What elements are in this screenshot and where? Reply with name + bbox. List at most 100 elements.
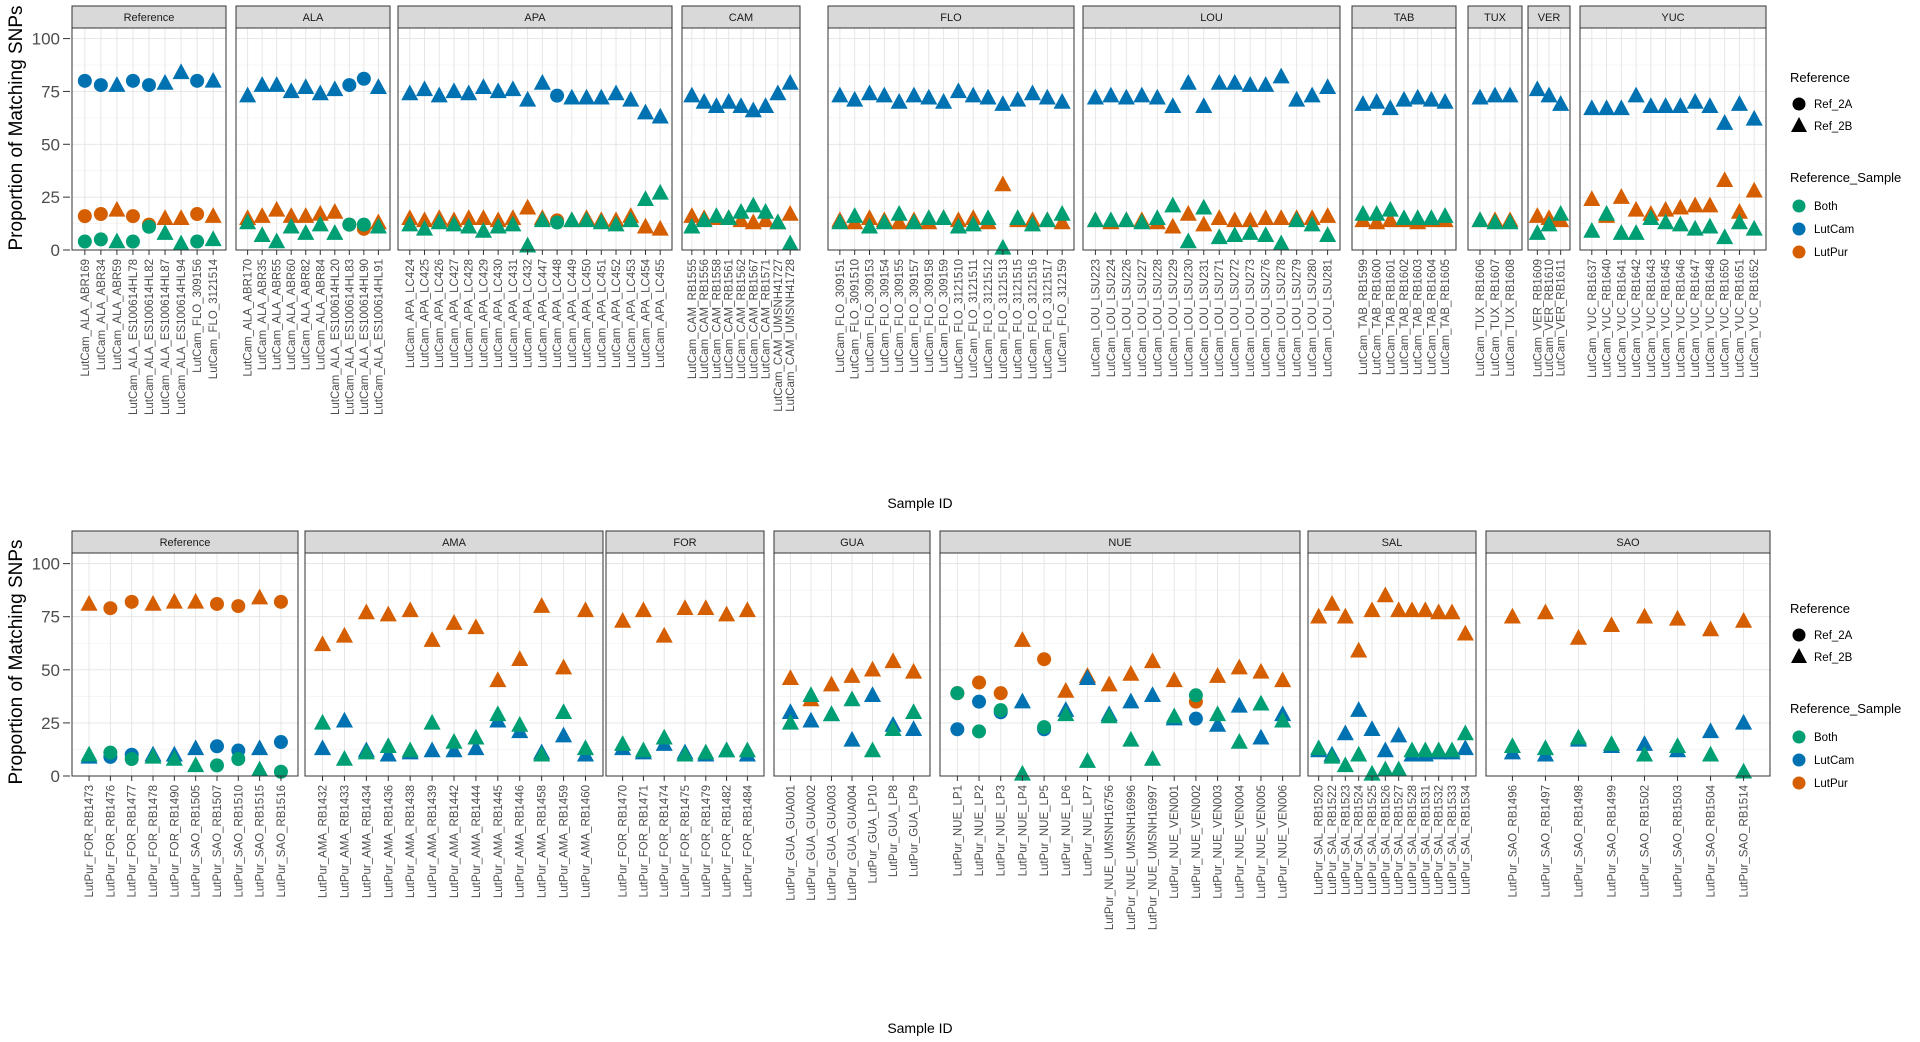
point-both: [519, 236, 537, 253]
point-lutpur: [103, 601, 118, 616]
point-both: [1635, 745, 1654, 762]
x-tick-label: LutPur_AMA_RB1459: [559, 785, 571, 898]
point-lutcam: [636, 103, 655, 120]
point-lutcam: [1122, 692, 1140, 709]
point-both: [1133, 213, 1151, 230]
point-both: [1395, 209, 1413, 226]
point-lutpur: [1416, 601, 1434, 618]
point-lutpur: [1735, 611, 1753, 628]
point-both: [655, 728, 673, 745]
point-lutpur: [1100, 675, 1118, 692]
x-tick-label: LutPur_NUE_VEN005: [1256, 785, 1268, 899]
x-tick-label: LutCam_YUC_RB1647: [1690, 259, 1702, 378]
point-both: [1037, 720, 1052, 735]
point-lutpur: [1569, 628, 1588, 645]
point-lutpur: [1257, 209, 1275, 226]
point-lutcam: [273, 735, 288, 750]
y-tick-label: 25: [41, 714, 60, 733]
x-tick-label: LutCam_APA_LC427: [449, 259, 461, 368]
point-both: [1288, 211, 1306, 228]
point-lutcam: [607, 84, 625, 101]
point-lutpur: [124, 594, 139, 609]
point-lutcam: [1209, 716, 1227, 732]
facet-nue: NUE LutPur_NUE_LP1 LutPur_NUE_LP2 LutPur_NU…: [939, 530, 1301, 930]
point-lutcam: [744, 101, 762, 118]
point-both: [846, 207, 864, 223]
facet-strip-label: APA: [524, 12, 546, 24]
x-tick-label: LutPur_SAL_RB1532: [1434, 785, 1446, 895]
point-both: [1188, 688, 1203, 703]
point-lutcam: [905, 720, 923, 737]
point-lutcam: [831, 86, 849, 103]
point-both: [1409, 209, 1427, 226]
point-both: [415, 219, 434, 236]
point-lutcam: [1078, 669, 1097, 686]
point-both: [172, 234, 190, 251]
x-tick-label: LutCam_VER_RB1610: [1544, 259, 1556, 377]
x-tick-label: LutCam_VER_RB1609: [1532, 259, 1544, 377]
point-lutpur: [634, 601, 652, 618]
x-tick-label: LutPur_AMA_RB1433: [339, 785, 351, 898]
x-tick-label: LutCam_YUC_RB1643: [1646, 259, 1658, 378]
point-lutpur: [423, 631, 441, 647]
point-lutpur: [757, 211, 775, 228]
facet-strip-label: FOR: [673, 537, 696, 549]
point-lutcam: [474, 78, 492, 94]
point-both: [1430, 741, 1448, 758]
point-lutpur: [282, 207, 300, 223]
point-lutcam: [142, 78, 156, 93]
x-tick-label: LutCam_LOU_LSU228: [1152, 259, 1164, 377]
legend-color-label: Both: [1814, 201, 1838, 213]
point-both: [1422, 209, 1440, 226]
point-both: [1536, 739, 1554, 756]
x-tick-label: LutPur_NUE_LP3: [996, 785, 1008, 876]
point-lutpur: [860, 209, 879, 226]
point-lutpur: [697, 599, 715, 615]
x-tick-label: LutCam_ALA_ES100614HL87: [160, 259, 172, 415]
point-lutcam: [519, 90, 537, 107]
point-lutcam: [979, 88, 997, 105]
legend-color-key: [1792, 245, 1806, 259]
point-lutpur: [1272, 209, 1290, 226]
x-tick-label: LutPur_SAL_RB1531: [1420, 785, 1432, 895]
point-lutcam: [282, 82, 300, 99]
x-tick-label: LutCam_APA_LC451: [596, 259, 608, 368]
x-tick-label: LutCam_LOU_LSU280: [1307, 259, 1319, 377]
point-both: [676, 745, 694, 762]
x-tick-label: LutCam_CAM_RB1571: [761, 259, 773, 379]
facet-ver: VER LutCam_VER_RB1609 LutCam_VER_RB1610 Lut…: [1527, 5, 1571, 377]
point-both: [863, 741, 882, 758]
point-lutcam: [651, 107, 669, 124]
point-lutpur: [156, 209, 174, 226]
point-lutpur: [732, 211, 750, 228]
point-lutpur: [655, 626, 673, 643]
point-both: [695, 211, 713, 228]
point-lutpur: [863, 660, 882, 677]
point-both: [460, 217, 478, 234]
point-lutcam: [489, 82, 507, 99]
point-lutpur: [718, 605, 736, 622]
x-tick-label: LutPur_NUE_LP6: [1061, 785, 1073, 876]
point-lutpur: [1310, 607, 1328, 624]
point-both: [1230, 733, 1248, 749]
point-lutcam: [1376, 741, 1394, 758]
point-both: [576, 739, 595, 756]
point-lutcam: [423, 741, 441, 758]
x-tick-label: LutPur_SAO_RB1515: [255, 785, 267, 898]
point-both: [313, 713, 332, 730]
x-tick-label: LutPur_AMA_RB1434: [361, 784, 373, 898]
x-tick-label: LutPur_GUA_GUA001: [785, 785, 797, 901]
point-lutcam: [1486, 86, 1504, 103]
point-lutcam: [964, 86, 982, 103]
x-tick-label: LutCam_YUC_RB1652: [1749, 259, 1761, 378]
point-both: [1053, 205, 1071, 221]
point-lutcam: [1528, 80, 1546, 97]
x-tick-label: LutCam_FLO_309158: [924, 259, 936, 373]
point-lutcam: [1188, 711, 1203, 726]
x-tick-label: LutCam_CAM_RB1558: [711, 259, 723, 379]
point-lutcam: [695, 93, 713, 109]
point-both: [622, 211, 640, 228]
facet-for: FOR LutPur_FOR_RB1470 LutPur_FOR_RB1471 Lut…: [605, 530, 765, 898]
x-tick-label: LutCam_LOU_LSU281: [1323, 259, 1335, 377]
